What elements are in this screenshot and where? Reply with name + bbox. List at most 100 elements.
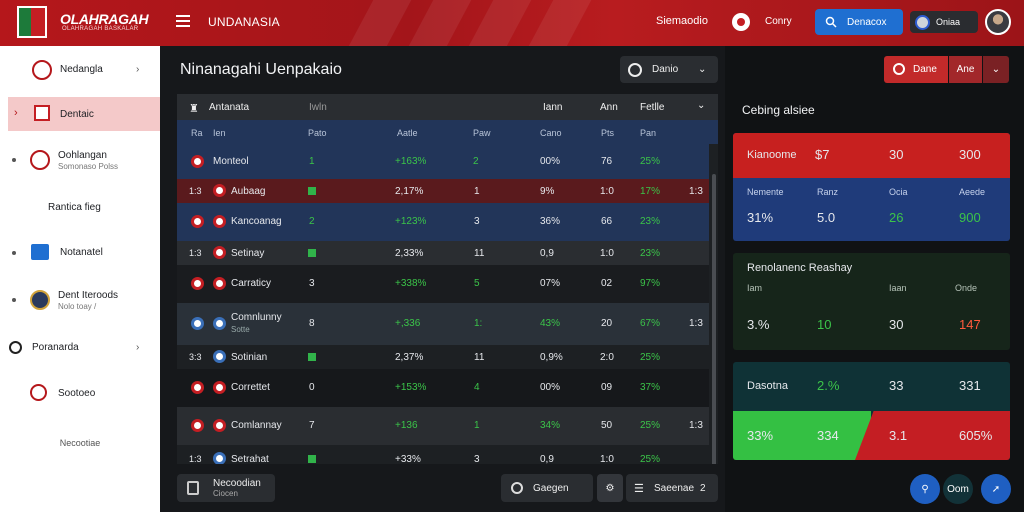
top-nav-link[interactable]: Siemaodio [656, 15, 708, 27]
cell: 09 [601, 382, 613, 393]
send-button[interactable]: ➚ [981, 474, 1011, 504]
card-column-label: Iaan [889, 283, 907, 293]
cell: 67% [640, 318, 661, 329]
column-header: Pts [601, 128, 615, 138]
cell: 2,17% [395, 186, 424, 197]
team-crest-icon [213, 277, 226, 290]
summary-card-blue[interactable]: Kianoome $7 30 300 Nemente Ranz Ocia Aee… [733, 133, 1010, 241]
table-row[interactable]: Correttet 0 +153% 4 00% 09 37% [177, 369, 709, 407]
cell: +153% [395, 382, 427, 393]
team-name: Comlannay [231, 420, 282, 431]
crest-icon [30, 290, 50, 310]
menu-icon[interactable] [176, 15, 190, 27]
more-options-button[interactable]: ⌄ [983, 56, 1009, 83]
table-row[interactable]: 1:3 Setinay 2,33% 11 0,9 1:0 23% [177, 241, 709, 265]
sidebar-item-3[interactable]: Oohlangan Somonaso Polss [0, 146, 160, 176]
team-name: Monteol [213, 156, 249, 167]
export-button[interactable]: Necoodian Ciocen [177, 474, 275, 502]
win-bar [733, 411, 871, 460]
search-icon [893, 63, 905, 75]
cell: 00% [540, 156, 561, 167]
table-row[interactable]: 1:3 Aubaag 2,17% 1 9% 1:0 17% 1:3 [177, 179, 709, 203]
cell: 3:3 [189, 352, 202, 362]
team-crest-icon [213, 246, 226, 259]
profile-switcher[interactable]: Oniaa [910, 11, 978, 33]
sidebar-item-5[interactable]: Notanatel [0, 241, 160, 265]
card-stat: 30 [889, 317, 904, 332]
secondary-action-button[interactable]: Ane [949, 56, 982, 83]
team-name: Setinay [231, 248, 265, 259]
bullet-icon [12, 251, 16, 255]
sort-button[interactable]: ☰ Saeenae 2 [626, 474, 718, 502]
sidebar-item-sublabel: Somonaso Polss [58, 162, 119, 171]
card-column-label: Nemente [747, 187, 784, 197]
card-stat: 2.% [817, 378, 840, 393]
team-crest-icon [213, 452, 226, 464]
team-crest-icon [191, 155, 204, 168]
standings-table: ♜ Antanata Iwln Iann Ann Fetlle ⌄ Ra Ien… [177, 94, 718, 464]
sidebar-item-2[interactable]: › Dentaic [8, 97, 160, 131]
column-header: Ien [213, 128, 226, 138]
card-title: Renolanenc Reashay [747, 262, 853, 274]
column-header: Aatle [397, 128, 418, 138]
sidebar-item-1[interactable]: Nedangla › [0, 58, 160, 82]
team-crest-icon [191, 419, 204, 432]
location-button[interactable]: ⚲ [910, 474, 940, 504]
search-icon [825, 16, 837, 28]
table-head-label: Iwln [309, 102, 327, 113]
main-content: Ninanagahi Uenpakaio Danio ⌄ ♜ Antanata … [160, 46, 725, 512]
date-button[interactable]: Gaegen [501, 474, 593, 502]
cell: 23% [640, 248, 661, 259]
bullet-icon [12, 298, 16, 302]
crest-icon [30, 150, 50, 170]
cell: 1:0 [600, 248, 614, 259]
sidebar-item-6[interactable]: Dent Iteroods Nolo toay / [0, 286, 160, 316]
cell: 1:3 [689, 420, 703, 431]
sidebar-item-label: Rantica fieg [48, 202, 101, 213]
crest-icon [32, 60, 52, 80]
cell: 1:0 [600, 186, 614, 197]
table-row[interactable]: Comlannay 7 +136 1 34% 50 25% 1:3 [177, 407, 709, 445]
sidebar-item-4[interactable]: Rantica fieg [0, 196, 160, 220]
table-row[interactable]: Comnlunny Sotte 8 +,336 1: 43% 20 67% 1:… [177, 303, 709, 345]
cell: 0,9 [540, 248, 554, 259]
cell: 1:3 [689, 318, 703, 329]
table-row[interactable]: 3:3 Sotinian 2,37% 11 0,9% 2:0 25% [177, 345, 709, 369]
table-row[interactable]: Carraticy 3 +338% 5 07% 02 97% [177, 265, 709, 303]
table-row[interactable]: Monteol 1 +163% 2 00% 76 25% [177, 144, 709, 179]
status-square [308, 249, 316, 257]
summary-card-green[interactable]: Renolanenc Reashay Iam Iaan Onde 3.% 10 … [733, 253, 1010, 350]
club-badge-icon[interactable] [732, 13, 750, 31]
card-column-label: Aeede [959, 187, 986, 197]
table-scrollbar[interactable] [712, 174, 716, 464]
sidebar-item-sublabel: Nolo toay / [58, 302, 97, 311]
filter-dropdown[interactable]: Danio ⌄ [620, 56, 718, 83]
sidebar-item-label: Notanatel [60, 247, 103, 258]
user-avatar[interactable] [985, 9, 1011, 35]
decor-stripe [521, 0, 597, 46]
chat-button[interactable]: Oom [943, 474, 973, 504]
brand-logo[interactable] [17, 6, 47, 38]
team-name: Correttet [231, 382, 270, 393]
card-value: 30 [889, 147, 904, 162]
primary-action-button[interactable]: Dane [884, 56, 948, 83]
sidebar-item-7[interactable]: Poranarda › [0, 336, 160, 360]
cell: 9% [540, 186, 555, 197]
crest-icon [30, 384, 47, 401]
cell: 1 [309, 156, 315, 167]
circle-icon [9, 341, 22, 354]
table-row[interactable]: 1:3 Setrahat +33% 3 0,9 1:0 25% [177, 449, 709, 464]
table-head-label: Ann [600, 102, 618, 113]
chevron-down-icon[interactable]: ⌄ [697, 100, 706, 111]
team-crest-icon [213, 381, 226, 394]
sidebar-item-8[interactable]: Sootoeo [0, 382, 160, 406]
cell: 2:0 [600, 352, 614, 363]
settings-button[interactable]: ⚙ [597, 474, 623, 502]
cell: 2 [309, 216, 315, 227]
search-button[interactable]: Denacox [815, 9, 903, 35]
cell: +33% [395, 454, 421, 464]
company-link[interactable]: Conry [765, 16, 792, 27]
cell: 66 [601, 216, 613, 227]
table-row[interactable]: Kancoanag 2 +123% 3 36% 66 23% [177, 203, 709, 241]
summary-card-teal[interactable]: Dasotna 2.% 33 331 33% 334 3.1 605% [733, 362, 1010, 460]
